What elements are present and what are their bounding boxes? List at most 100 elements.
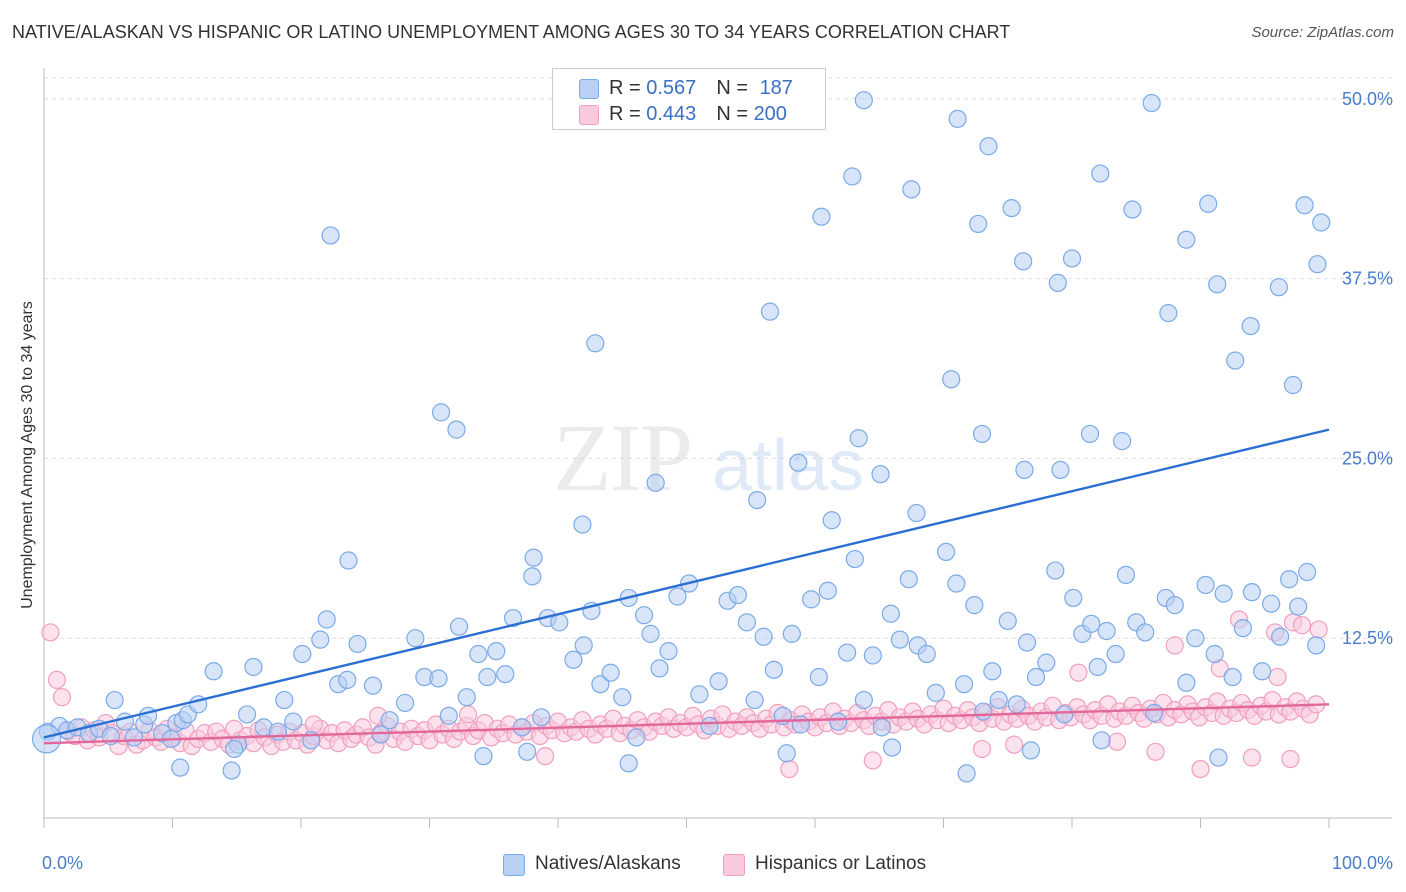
native-point [1307,636,1326,655]
native-point [1092,731,1111,750]
native-point [1046,561,1065,580]
native-point [474,747,493,766]
axes [43,68,1392,828]
native-point [965,596,984,615]
hispanic-point [1146,742,1165,761]
native-point [1064,588,1083,608]
legend-r-value: 0.567 [646,77,697,99]
native-point [1233,619,1253,638]
native-point [1106,644,1125,664]
hispanic-point [1005,735,1024,754]
native-point [690,685,709,704]
native-trend-line [43,428,1330,739]
native-point [1177,230,1196,249]
legend-label-natives: Natives/Alaskans [535,853,681,874]
native-point [431,403,451,422]
native-point [1097,621,1116,641]
native-point [854,91,873,110]
native-point [1242,583,1262,602]
native-points [31,91,1331,783]
native-point [1295,196,1314,215]
native-point [854,690,873,710]
native-point [754,627,773,646]
source-label: Source: ZipAtlas.com [1251,24,1394,41]
legend-label-hispanics: Hispanics or Latinos [755,853,927,874]
native-point [429,669,448,688]
legend-r-label: R = [609,77,647,99]
native-point [1088,657,1107,677]
native-point [1017,633,1037,652]
native-point [641,624,660,643]
native-point [339,551,358,570]
native-point [1113,432,1132,451]
native-point [523,567,542,586]
legend-n-value: 200 [753,103,787,125]
native-point [601,663,620,682]
native-point [650,659,669,678]
native-point [225,739,244,759]
native-point [1123,200,1142,219]
native-point [1015,460,1034,479]
native-point [829,712,848,731]
native-point [812,207,831,226]
hispanic-point [41,623,60,642]
native-point [1262,594,1281,613]
native-point [586,334,605,353]
stats-legend: R = 0.567 N = 187 R = 0.443 N = 200 [552,68,826,130]
x-tick-label: 100.0% [1332,853,1393,873]
legend-swatch-hispanics [723,854,745,876]
native-point [957,764,976,783]
watermark-zip: ZIP [553,404,691,511]
native-point [284,712,303,731]
native-point [843,167,862,186]
native-point [634,606,654,625]
native-point [748,491,767,510]
native-point [406,629,425,648]
native-point [1186,629,1205,648]
hispanic-point [1292,616,1312,635]
legend-n-label: N = [716,77,754,99]
native-point [395,693,415,713]
y-tick-label: 25.0% [1342,448,1393,468]
native-point [954,675,974,694]
native-point [818,581,837,600]
native-point [1116,565,1136,585]
native-point [1226,351,1245,370]
native-point [371,725,390,744]
legend-r-value: 0.443 [646,103,697,125]
native-point [974,702,993,721]
native-point [872,718,891,737]
native-point [204,662,223,681]
native-point [457,688,476,707]
native-point [532,708,551,727]
native-point [613,688,632,707]
native-point [518,742,537,761]
native-point [222,761,241,780]
native-point [496,665,515,684]
native-point [845,549,864,569]
x-tick-label: 0.0% [42,853,83,873]
native-point [447,420,466,439]
native-point [942,370,961,389]
native-point [321,226,340,245]
legend-swatch-natives [503,854,525,876]
native-point [573,515,592,534]
native-point [1223,667,1242,687]
native-point [907,503,926,523]
native-point [917,644,936,664]
native-point [760,302,780,321]
native-point [972,424,992,444]
native-point [849,429,868,448]
hispanic-trend-line [43,703,1330,745]
hispanic-point [1268,667,1287,687]
native-point [1280,570,1299,589]
y-tick-label: 37.5% [1342,269,1393,289]
hispanic-point [1069,663,1088,682]
native-point [882,738,902,757]
watermark-atlas: atlas [712,426,864,506]
native-point [863,646,882,665]
native-point [969,214,988,234]
native-point [380,711,399,730]
native-point [1014,252,1033,271]
native-point [439,706,458,725]
